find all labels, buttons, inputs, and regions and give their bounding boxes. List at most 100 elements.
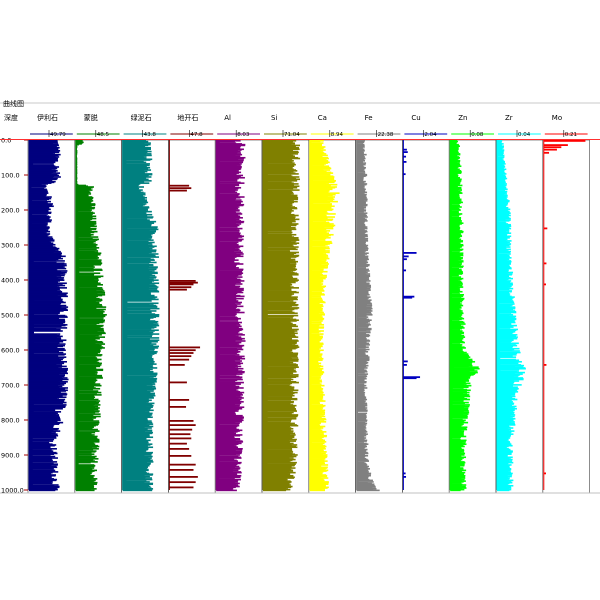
track-spike	[169, 481, 196, 484]
track-bar	[29, 222, 48, 224]
track-bar	[29, 437, 57, 439]
track-spike	[403, 476, 407, 478]
track-绿泥石: 绿泥石 43.8	[121, 113, 169, 494]
track-蒙脱: 蒙脱 48.5	[74, 113, 122, 494]
track-bar	[29, 213, 48, 215]
track-bar	[75, 247, 100, 249]
track-bar	[450, 389, 471, 392]
track-spike	[169, 428, 193, 431]
track-bar	[450, 223, 460, 226]
track-spike	[169, 286, 192, 289]
track-bar	[75, 396, 96, 399]
track-bar	[75, 354, 102, 357]
track-bar	[450, 489, 461, 492]
track-name: 绿泥石	[131, 113, 152, 122]
track-bar	[309, 140, 321, 143]
track-bar	[263, 379, 291, 382]
track-bar	[122, 161, 147, 164]
track-bar	[263, 448, 293, 450]
track-spike	[543, 364, 547, 366]
track-name: Si	[271, 114, 277, 122]
track-伊利石: 伊利石 49.79	[27, 113, 76, 494]
track-max-label: 43.8	[144, 132, 157, 138]
track-bar	[75, 266, 95, 268]
track-bar	[309, 321, 322, 324]
track-max-label: 0.21	[565, 132, 577, 138]
track-bar	[216, 292, 238, 295]
track-bar	[122, 327, 152, 330]
track-bar	[75, 282, 101, 285]
track-bar	[29, 340, 64, 343]
depth-tick-label: 1000.0	[1, 487, 24, 495]
track-bar	[497, 188, 508, 191]
track-bar	[450, 296, 462, 298]
track-bar	[29, 448, 57, 450]
track-bar	[497, 362, 519, 365]
track-bar	[263, 308, 295, 311]
track-bar	[216, 374, 237, 376]
track-spike	[169, 381, 187, 384]
track-bar	[497, 454, 508, 457]
track-max-label: 0.04	[518, 132, 531, 138]
track-bar	[216, 489, 237, 492]
track-bar	[122, 300, 152, 302]
track-bar	[450, 387, 464, 389]
track-bar	[263, 180, 298, 182]
track-spike	[169, 346, 201, 349]
track-bar	[75, 317, 104, 319]
track-spike	[543, 262, 547, 265]
track-bar	[29, 489, 56, 492]
track-bar	[309, 427, 321, 430]
track-bar	[29, 161, 56, 164]
track-bar	[309, 331, 319, 334]
track-spike	[169, 283, 194, 286]
track-bar	[356, 330, 371, 332]
track-bar	[216, 377, 242, 379]
track-bar	[356, 489, 380, 492]
track-bar	[216, 182, 245, 184]
track-bar	[75, 270, 94, 272]
track-name: 蒙脱	[84, 113, 98, 122]
track-bar	[29, 454, 51, 456]
track-bar	[263, 312, 298, 315]
track-bar	[29, 186, 46, 188]
track-bar	[29, 367, 69, 370]
track-bar	[29, 351, 64, 354]
track-bar	[309, 269, 324, 271]
track-bar	[356, 441, 364, 443]
track-bar	[356, 483, 375, 486]
track-bar	[75, 153, 78, 156]
track-bar	[309, 456, 327, 459]
track-bar	[216, 269, 244, 271]
track-bar	[450, 437, 461, 439]
track-spike	[543, 227, 548, 230]
track-bar	[29, 468, 54, 470]
track-bar	[122, 261, 157, 264]
track-bar	[309, 383, 322, 385]
track-spike	[403, 173, 406, 176]
track-bar	[450, 318, 462, 321]
track-bar	[450, 274, 459, 277]
track-bar	[263, 246, 299, 248]
track-bar	[216, 191, 238, 194]
track-bar	[216, 180, 238, 182]
track-spike	[403, 151, 408, 153]
track-bar	[356, 141, 365, 144]
track-spike	[169, 433, 191, 436]
track-spike	[403, 269, 407, 272]
track-bar	[356, 280, 367, 283]
track-bar	[216, 476, 241, 479]
track-bar	[122, 239, 154, 241]
track-bar	[122, 306, 158, 308]
track-spike	[169, 288, 187, 291]
track-bar	[216, 460, 239, 462]
track-spike	[403, 155, 407, 158]
track-spike	[403, 472, 406, 475]
depth-axis-label: 深度	[4, 113, 18, 122]
track-spike	[169, 424, 196, 426]
track-bar	[122, 159, 151, 161]
track-bar	[122, 489, 153, 492]
track-bar	[450, 327, 462, 330]
track-bar	[309, 201, 331, 204]
